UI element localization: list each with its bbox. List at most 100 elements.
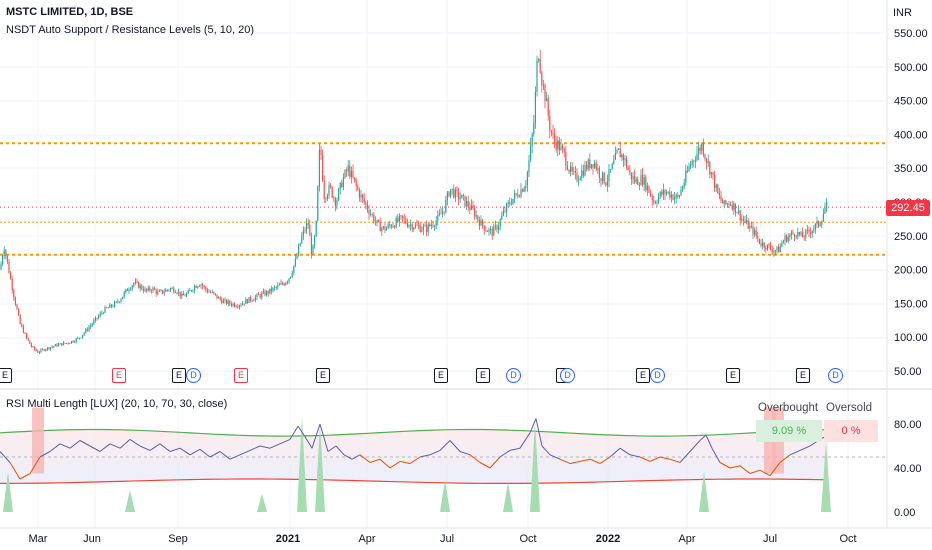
event-marker-10[interactable]: D bbox=[560, 368, 575, 383]
event-marker-12[interactable]: D bbox=[650, 368, 665, 383]
event-marker-8[interactable]: D bbox=[506, 368, 521, 383]
rsi-line-seg bbox=[779, 454, 791, 463]
event-marker-13[interactable]: E bbox=[726, 368, 740, 383]
rsi-line-seg bbox=[649, 456, 661, 462]
event-marker-14[interactable]: E bbox=[796, 368, 810, 383]
event-marker-1[interactable]: E bbox=[112, 368, 126, 383]
event-marker-3[interactable]: D bbox=[186, 368, 201, 383]
time-label-10: Oct bbox=[839, 533, 856, 545]
candle-body bbox=[232, 303, 234, 306]
rsi-line-seg bbox=[541, 445, 551, 456]
candle-body bbox=[493, 226, 495, 236]
price-tick-9: 100.00 bbox=[894, 332, 928, 344]
candle-body bbox=[568, 169, 570, 173]
candle-body bbox=[701, 143, 703, 151]
candle-body bbox=[616, 149, 618, 153]
candle-body bbox=[30, 343, 32, 347]
candle-body bbox=[115, 301, 117, 303]
event-marker-11[interactable]: E bbox=[636, 368, 650, 383]
rsi-spike-7 bbox=[503, 482, 513, 512]
price-tick-1: 500.00 bbox=[894, 62, 928, 74]
candle-body bbox=[142, 289, 144, 292]
candle-body bbox=[742, 218, 744, 221]
candle-body bbox=[790, 232, 792, 236]
candle-body bbox=[739, 210, 741, 221]
rsi-title[interactable]: RSI Multi Length [LUX] (20, 10, 70, 30, … bbox=[6, 398, 228, 410]
candle-body bbox=[678, 195, 680, 198]
candle-body bbox=[728, 203, 730, 205]
candle-body bbox=[19, 315, 21, 324]
candle-body bbox=[126, 289, 128, 291]
candle-body bbox=[810, 232, 812, 234]
rsi-line-seg bbox=[669, 458, 681, 463]
candle-body bbox=[536, 60, 538, 92]
candle-body bbox=[720, 195, 722, 201]
candle-body bbox=[186, 293, 188, 296]
candle-body bbox=[779, 246, 781, 253]
candle-body bbox=[138, 282, 140, 289]
candle-body bbox=[806, 229, 808, 231]
candle-body bbox=[13, 290, 15, 298]
candle-body bbox=[134, 281, 136, 284]
candle-body bbox=[224, 299, 226, 301]
symbol-title[interactable]: MSTC LIMITED, 1D, BSE bbox=[6, 6, 133, 18]
candle-body bbox=[317, 186, 319, 221]
candle-body bbox=[251, 300, 253, 302]
candle-body bbox=[48, 347, 50, 350]
event-marker-4[interactable]: E bbox=[234, 368, 248, 383]
candle-body bbox=[309, 224, 311, 236]
candle-body bbox=[50, 347, 52, 350]
candle-body bbox=[501, 215, 503, 220]
rsi-line-seg bbox=[343, 454, 353, 460]
candle-body bbox=[86, 329, 88, 331]
event-marker-0[interactable]: E bbox=[0, 368, 12, 383]
candle-body bbox=[258, 294, 260, 296]
candle-body bbox=[730, 204, 732, 206]
candle-body bbox=[590, 164, 592, 168]
indicator-title[interactable]: NSDT Auto Support / Resistance Levels (5… bbox=[6, 24, 255, 36]
candle-body bbox=[802, 232, 804, 238]
candle-body bbox=[698, 147, 700, 154]
candle-body bbox=[117, 301, 119, 303]
candle-body bbox=[530, 145, 532, 161]
candle-body bbox=[608, 169, 610, 182]
candle-body bbox=[27, 337, 29, 341]
candle-body bbox=[746, 220, 748, 223]
time-label-4: Apr bbox=[358, 533, 375, 545]
candle-body bbox=[520, 189, 522, 197]
candle-body bbox=[528, 160, 530, 173]
candle-body bbox=[389, 224, 391, 226]
candle-body bbox=[483, 225, 485, 231]
candle-body bbox=[155, 289, 157, 294]
event-marker-6[interactable]: E bbox=[434, 368, 448, 383]
candle-body bbox=[347, 165, 349, 172]
time-label-5: Jul bbox=[440, 533, 454, 545]
candle-body bbox=[339, 182, 341, 190]
event-marker-5[interactable]: E bbox=[316, 368, 330, 383]
candle-body bbox=[253, 300, 255, 302]
event-marker-2[interactable]: E bbox=[172, 368, 186, 383]
candle-body bbox=[578, 179, 580, 181]
candle-body bbox=[218, 297, 220, 299]
candle-body bbox=[178, 291, 180, 294]
candle-body bbox=[323, 180, 325, 199]
candle-body bbox=[821, 221, 823, 225]
rsi-line-seg bbox=[297, 425, 305, 436]
candle-body bbox=[750, 225, 752, 227]
candle-body bbox=[624, 158, 626, 161]
price-tick-7: 200.00 bbox=[894, 265, 928, 277]
candle-body bbox=[202, 284, 204, 287]
candle-body bbox=[229, 300, 231, 304]
candle-body bbox=[486, 231, 488, 232]
candle-body bbox=[477, 215, 479, 220]
candle-body bbox=[517, 194, 519, 197]
candle-body bbox=[432, 224, 434, 227]
candle-body bbox=[589, 159, 591, 168]
candle-body bbox=[570, 166, 572, 173]
candle-body bbox=[627, 167, 629, 171]
candle-body bbox=[424, 225, 426, 227]
event-marker-15[interactable]: D bbox=[828, 368, 843, 383]
candle-body bbox=[658, 196, 660, 203]
event-marker-7[interactable]: E bbox=[476, 368, 490, 383]
